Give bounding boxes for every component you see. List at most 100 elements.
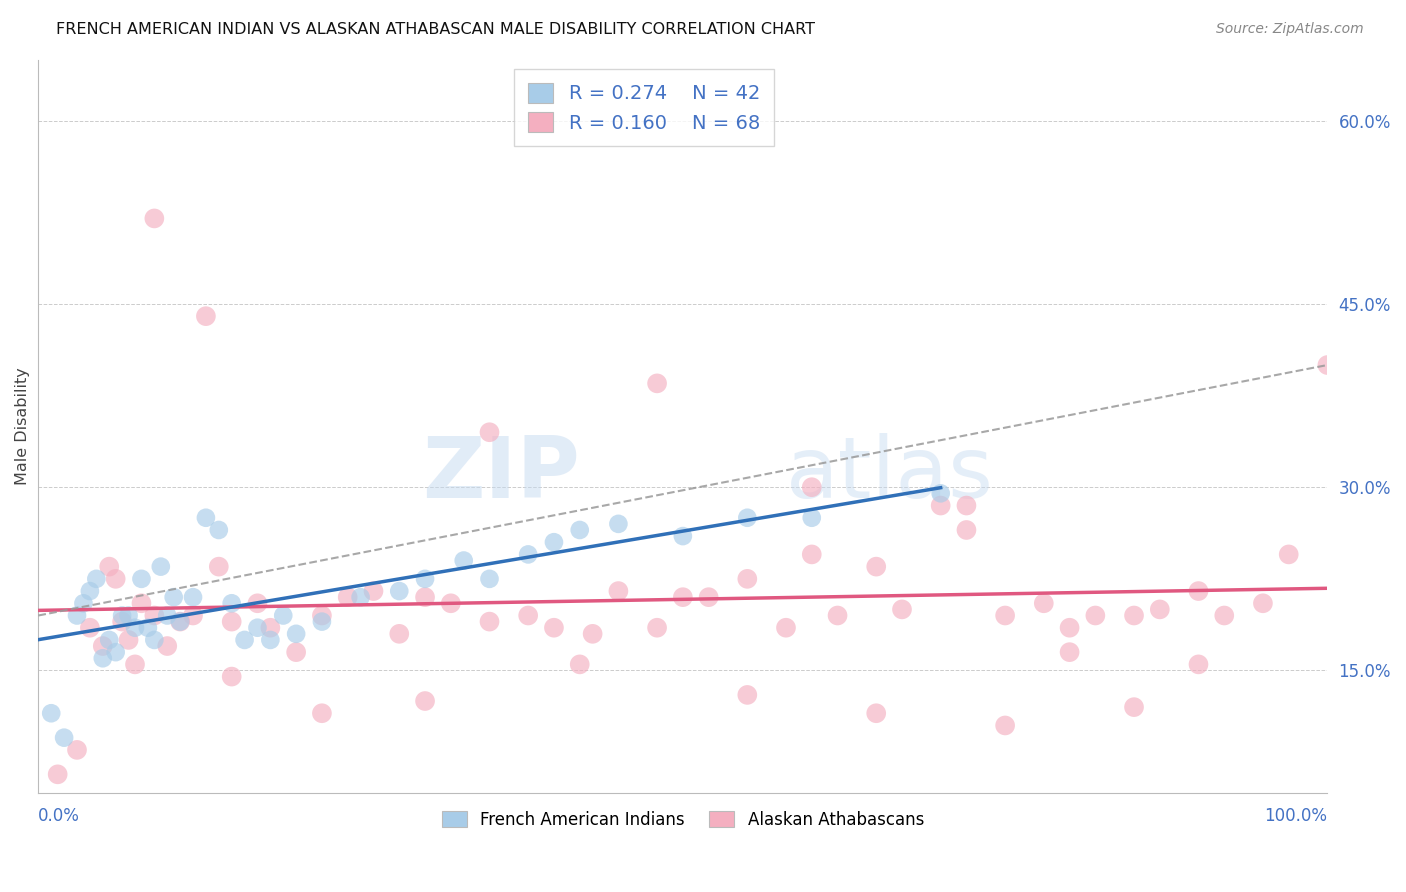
Point (994, 718, 1017, 732)
Point (388, 584, 411, 599)
Point (208, 559, 231, 574)
Point (865, 559, 887, 574)
Point (955, 523, 977, 537)
Point (800, 510, 823, 524)
Point (955, 499, 977, 513)
Point (581, 627, 603, 641)
Point (827, 608, 849, 623)
Point (53, 731, 76, 745)
Point (1251, 596, 1274, 610)
Point (1187, 584, 1209, 599)
Point (246, 621, 269, 635)
Point (143, 211, 166, 226)
Point (111, 615, 134, 629)
Point (800, 548, 823, 562)
Point (181, 590, 204, 604)
Y-axis label: Male Disability: Male Disability (15, 368, 30, 485)
Point (413, 590, 436, 604)
Point (517, 608, 540, 623)
Point (737, 688, 759, 702)
Point (453, 553, 475, 567)
Point (607, 516, 630, 531)
Point (143, 632, 166, 647)
Point (929, 486, 952, 500)
Point (46, 767, 69, 781)
Text: atlas: atlas (786, 434, 994, 516)
Point (737, 510, 759, 524)
Point (91, 651, 114, 665)
Point (221, 615, 243, 629)
Point (349, 590, 371, 604)
Point (645, 376, 668, 391)
Point (311, 706, 333, 721)
Point (363, 584, 385, 599)
Legend: French American Indians, Alaskan Athabascans: French American Indians, Alaskan Athabas… (434, 805, 931, 836)
Point (1123, 700, 1146, 714)
Point (169, 615, 191, 629)
Point (163, 590, 186, 604)
Point (568, 523, 591, 537)
Point (285, 645, 308, 659)
Point (1316, 358, 1339, 372)
Point (1032, 596, 1054, 610)
Point (1149, 602, 1171, 616)
Text: ZIP: ZIP (422, 434, 579, 516)
Point (645, 621, 668, 635)
Point (149, 559, 172, 574)
Point (891, 602, 914, 616)
Point (478, 425, 501, 440)
Point (478, 615, 501, 629)
Point (131, 596, 153, 610)
Point (800, 480, 823, 494)
Point (478, 572, 501, 586)
Point (1059, 621, 1081, 635)
Point (208, 523, 231, 537)
Point (143, 608, 166, 623)
Point (169, 615, 191, 629)
Point (246, 596, 269, 610)
Point (136, 621, 159, 635)
Point (79, 584, 101, 599)
Point (413, 694, 436, 708)
Point (607, 584, 630, 599)
Point (181, 608, 204, 623)
Point (194, 309, 217, 323)
Point (98, 559, 121, 574)
Point (86, 572, 108, 586)
Point (336, 590, 359, 604)
Point (117, 608, 139, 623)
Text: Source: ZipAtlas.com: Source: ZipAtlas.com (1216, 22, 1364, 37)
Point (285, 627, 308, 641)
Point (221, 670, 243, 684)
Point (994, 608, 1017, 623)
Point (1213, 608, 1236, 623)
Point (131, 572, 153, 586)
Point (66, 743, 89, 757)
Point (117, 632, 139, 647)
Text: 100.0%: 100.0% (1264, 807, 1327, 825)
Point (72, 596, 94, 610)
Point (1059, 645, 1081, 659)
Point (194, 510, 217, 524)
Point (865, 706, 887, 721)
Point (543, 621, 565, 635)
Point (104, 572, 127, 586)
Point (672, 529, 695, 543)
Point (311, 608, 333, 623)
Text: FRENCH AMERICAN INDIAN VS ALASKAN ATHABASCAN MALE DISABILITY CORRELATION CHART: FRENCH AMERICAN INDIAN VS ALASKAN ATHABA… (56, 22, 815, 37)
Point (233, 632, 256, 647)
Point (66, 608, 89, 623)
Point (104, 645, 127, 659)
Point (1278, 548, 1301, 562)
Point (1187, 657, 1209, 672)
Point (91, 639, 114, 653)
Text: 0.0%: 0.0% (38, 807, 80, 825)
Point (259, 621, 281, 635)
Point (440, 596, 463, 610)
Point (413, 572, 436, 586)
Point (111, 608, 134, 623)
Point (737, 572, 759, 586)
Point (388, 627, 411, 641)
Point (79, 621, 101, 635)
Point (311, 615, 333, 629)
